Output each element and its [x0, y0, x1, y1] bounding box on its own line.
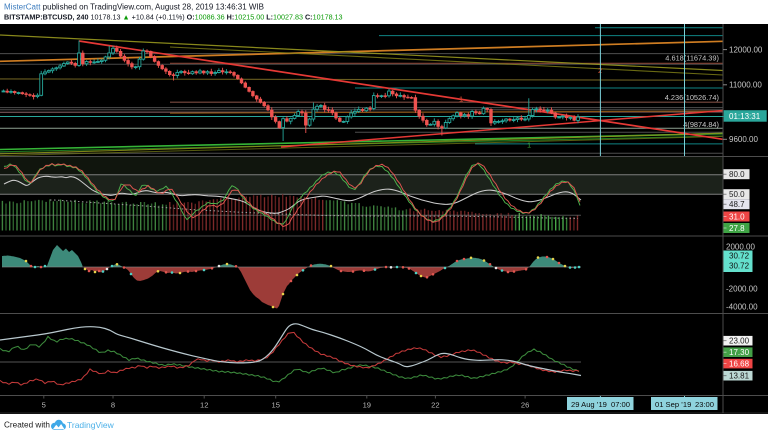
svg-text:11000.00: 11000.00 [729, 81, 762, 90]
svg-text:01:13:31: 01:13:31 [729, 112, 761, 121]
svg-text:BITSTAMP:BTCUSD, 240 10178.13: BITSTAMP:BTCUSD, 240 10178.13 ▲ +10.84 (… [4, 13, 343, 22]
svg-text:9600.00: 9600.00 [729, 135, 758, 144]
svg-text:-4000.00: -4000.00 [726, 303, 758, 312]
svg-text:2000.00: 2000.00 [726, 242, 755, 251]
svg-text:12000.00: 12000.00 [729, 45, 763, 54]
svg-text:31.0: 31.0 [729, 212, 745, 221]
svg-text:Created with: Created with [4, 421, 50, 430]
svg-text:30.72: 30.72 [729, 251, 750, 260]
svg-text:MisterCatt published on Tradin: MisterCatt published on TradingView.com,… [4, 3, 264, 12]
svg-text:19: 19 [363, 401, 371, 410]
svg-text:1: 1 [527, 141, 531, 150]
svg-text:4.236(10526.74): 4.236(10526.74) [665, 93, 719, 102]
svg-text:13.81: 13.81 [729, 372, 750, 381]
svg-text:80.0: 80.0 [729, 170, 745, 179]
svg-text:27.8: 27.8 [729, 224, 745, 233]
svg-text:22: 22 [431, 401, 439, 410]
svg-text:17.30: 17.30 [729, 348, 750, 357]
svg-text:15: 15 [271, 401, 279, 410]
svg-text:5: 5 [42, 401, 46, 410]
svg-text:4.618(11674.39): 4.618(11674.39) [665, 54, 719, 63]
svg-text:1: 1 [459, 95, 463, 104]
svg-text:30.72: 30.72 [729, 262, 750, 271]
svg-text:-2000.00: -2000.00 [726, 285, 758, 294]
svg-text:50.0: 50.0 [729, 190, 745, 199]
svg-text:48.7: 48.7 [729, 200, 745, 209]
svg-text:26: 26 [521, 401, 529, 410]
svg-text:12: 12 [200, 401, 208, 410]
svg-text:23.00: 23.00 [729, 337, 750, 346]
svg-text:TradingView: TradingView [67, 420, 115, 430]
svg-text:4(9874.84): 4(9874.84) [683, 120, 719, 129]
svg-text:8: 8 [111, 401, 115, 410]
svg-text:16.68: 16.68 [729, 360, 750, 369]
